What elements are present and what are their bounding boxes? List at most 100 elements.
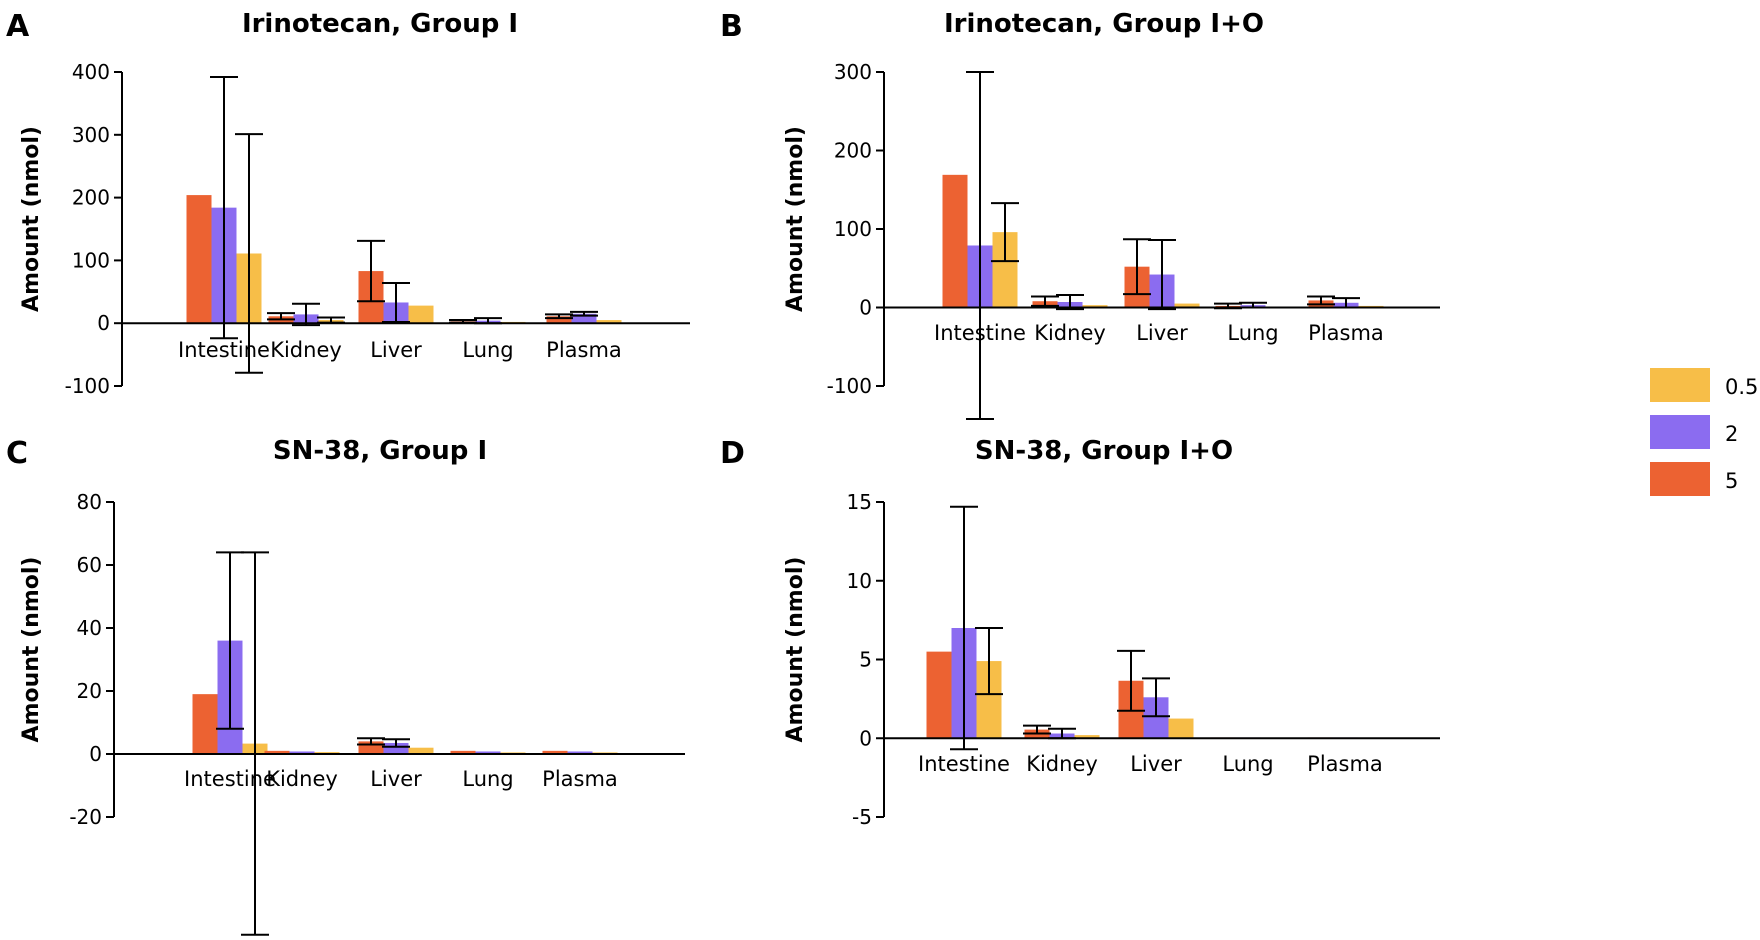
chart-panel-d: D SN-38, Group I+O Amount (nmol) -5 0 5 10 15 In… [720,436,1440,829]
error-bar-5-kidney [267,312,295,321]
error-bar-0_5-intestine [241,551,269,936]
category-label: Intestine [184,767,276,791]
legend: 0.5 2 5 [1650,368,1758,496]
bar-5-intestine [942,174,968,308]
category-label: Lung [462,338,513,362]
y-tick-label: 200 [72,186,110,210]
bar-5-plasma [542,750,568,754]
bar-0_5-liver [408,747,434,754]
y-tick-label: 40 [77,616,102,640]
y-tick-label: 0 [97,311,110,335]
bar-5-intestine [192,694,218,754]
y-tick-label: 10 [847,569,872,593]
chart-panel-c: C SN-38, Group I Amount (nmol) -20 0 20 40 60 80… [6,436,685,936]
chart-panel-a: A Irinotecan, Group I Amount (nmol) -100 0 10… [6,9,690,398]
y-tick-label: 0 [859,726,872,750]
bar-0_5-kidney [1074,735,1100,739]
error-bar-5-liver [357,737,385,746]
panel-letter: C [6,436,28,471]
legend-swatch-0_5 [1650,368,1710,402]
bar-2-plasma [567,751,593,754]
y-tick-label: -20 [69,805,102,829]
legend-label: 2 [1725,422,1738,446]
bar-0_5-plasma [596,320,622,324]
bar-2-liver [383,742,409,754]
category-label: Plasma [546,338,622,362]
legend-label: 0.5 [1725,375,1758,399]
y-tick-label: -100 [65,374,110,398]
y-tick-label: 400 [72,60,110,84]
legend-swatch-5 [1650,462,1710,496]
bar-2-lung [475,751,501,754]
error-bar-0_5-intestine [975,627,1003,696]
error-bar-0_5-intestine [991,202,1019,263]
category-label: Intestine [918,752,1010,776]
category-label: Kidney [266,767,338,791]
error-bar-5-plasma [545,313,573,320]
bar-0_5-liver [1168,718,1194,739]
error-bar-2-liver [1148,238,1176,311]
y-tick-label: 300 [834,60,872,84]
bar-5-plasma [546,316,572,324]
category-label: Lung [1222,752,1273,776]
chart-panel-b: B Irinotecan, Group I+O Amount (nmol) -100 0… [720,9,1440,420]
bar-0_5-kidney [1082,305,1108,308]
error-bar-2-plasma [570,310,598,317]
bar-2-kidney [289,751,315,754]
y-tick-label: -5 [852,805,872,829]
error-bar-2-liver [382,282,410,323]
category-label: Kidney [1034,321,1106,345]
y-tick-label: 5 [859,648,872,672]
error-bar-5-liver [357,239,385,303]
error-bar-2-intestine [966,71,994,420]
error-bar-2-liver [382,738,410,748]
bar-5-intestine [926,651,952,739]
category-label: Lung [462,767,513,791]
panel-letter: B [720,9,743,44]
bar-0_5-liver [1174,303,1200,308]
bar-0_5-liver [408,305,434,324]
error-bar-5-kidney [1031,295,1059,307]
error-bar-2-kidney [292,302,320,327]
category-label: Liver [1130,752,1182,776]
legend-label: 5 [1725,469,1738,493]
error-bar-2-intestine [216,551,244,730]
y-tick-label: 80 [77,490,102,514]
error-bar-5-lung [449,319,477,324]
error-bar-5-liver [1123,238,1151,296]
y-tick-label: 100 [834,217,872,241]
bar-2-plasma [571,313,597,324]
y-tick-label: -100 [827,374,872,398]
category-label: Plasma [1308,321,1384,345]
error-bar-2-liver [1142,677,1170,718]
error-bar-5-plasma [1307,295,1335,306]
panel-letter: D [720,436,745,471]
bar-5-intestine [186,195,212,324]
chart-title: Irinotecan, Group I [242,9,518,39]
y-tick-label: 0 [859,296,872,320]
y-axis-label: Amount (nmol) [783,557,808,743]
chart-title: SN-38, Group I [273,436,487,466]
y-tick-label: 100 [72,248,110,272]
y-tick-label: 300 [72,123,110,147]
chart-title: SN-38, Group I+O [975,436,1233,466]
y-axis-label: Amount (nmol) [783,126,808,312]
category-label: Liver [370,767,422,791]
y-tick-label: 20 [77,679,102,703]
bar-5-kidney [264,750,290,754]
y-axis-label: Amount (nmol) [19,557,44,743]
y-tick-label: 200 [834,139,872,163]
error-bar-2-intestine [210,76,238,340]
error-bar-5-liver [1117,649,1145,712]
panel-letter: A [6,9,30,44]
category-label: Liver [370,338,422,362]
y-axis-label: Amount (nmol) [19,126,44,312]
chart-title: Irinotecan, Group I+O [944,9,1264,39]
category-label: Kidney [1026,752,1098,776]
error-bar-5-kidney [1023,724,1051,735]
category-label: Intestine [178,338,270,362]
y-tick-label: 0 [89,742,102,766]
category-label: Plasma [542,767,618,791]
category-label: Liver [1136,321,1188,345]
